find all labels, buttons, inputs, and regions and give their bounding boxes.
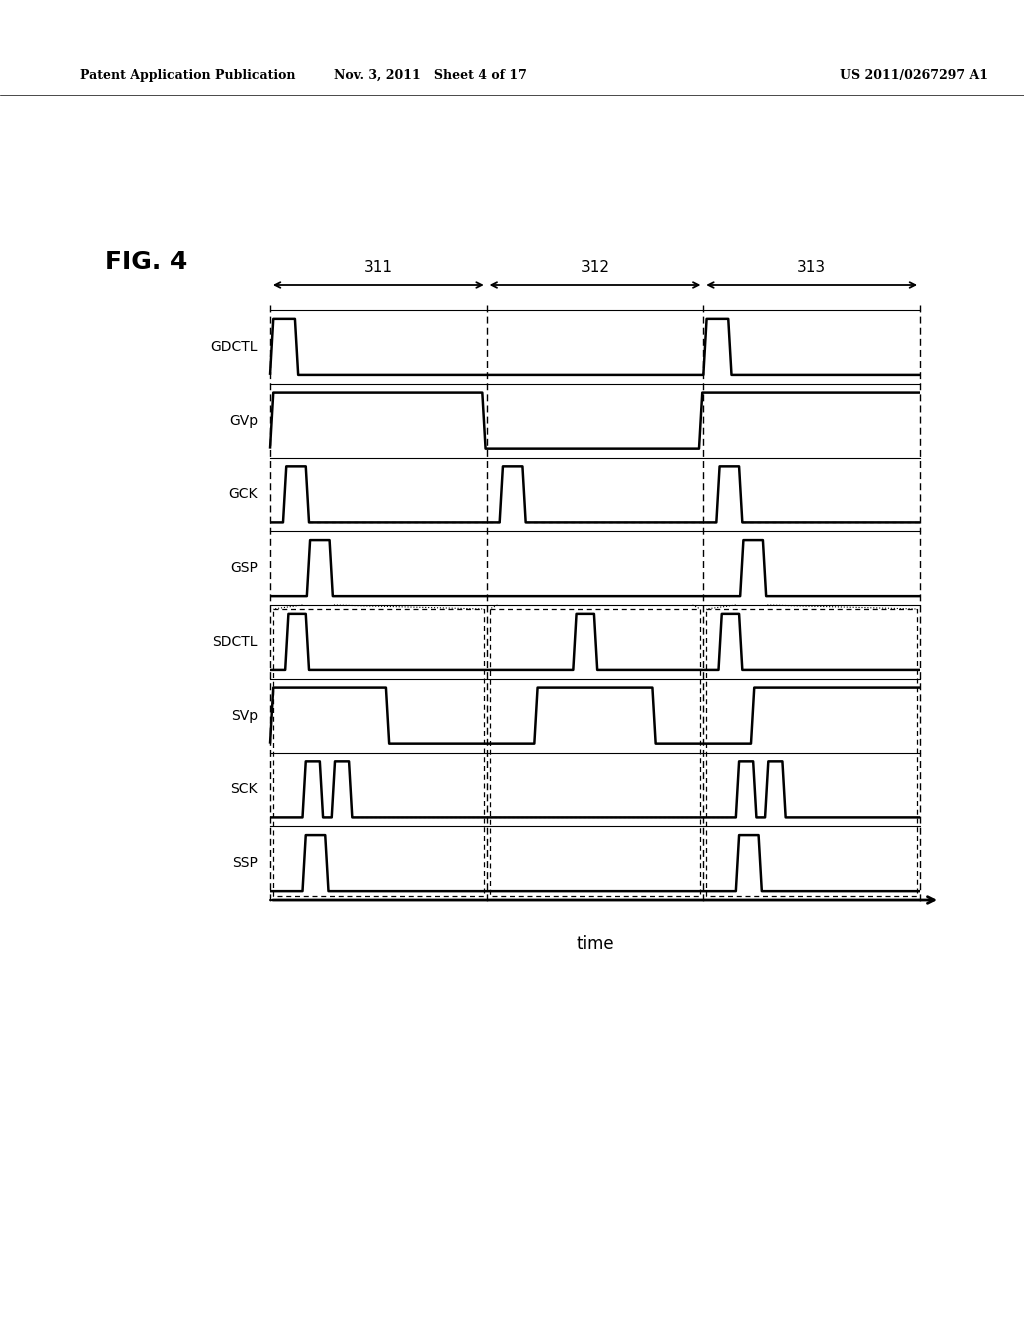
- Text: SVp: SVp: [230, 709, 258, 722]
- Text: FIG. 4: FIG. 4: [105, 249, 187, 275]
- Text: GDCTL: GDCTL: [211, 339, 258, 354]
- Text: Patent Application Publication: Patent Application Publication: [80, 69, 296, 82]
- Text: 312: 312: [581, 260, 609, 275]
- Text: 313: 313: [797, 260, 826, 275]
- Text: Nov. 3, 2011   Sheet 4 of 17: Nov. 3, 2011 Sheet 4 of 17: [334, 69, 526, 82]
- Text: GCK: GCK: [228, 487, 258, 502]
- Text: US 2011/0267297 A1: US 2011/0267297 A1: [840, 69, 988, 82]
- Text: GVp: GVp: [229, 413, 258, 428]
- Text: GSP: GSP: [230, 561, 258, 576]
- Text: 311: 311: [364, 260, 393, 275]
- Text: SDCTL: SDCTL: [213, 635, 258, 649]
- Text: time: time: [577, 935, 613, 953]
- Text: SSP: SSP: [232, 857, 258, 870]
- Text: SCK: SCK: [230, 783, 258, 796]
